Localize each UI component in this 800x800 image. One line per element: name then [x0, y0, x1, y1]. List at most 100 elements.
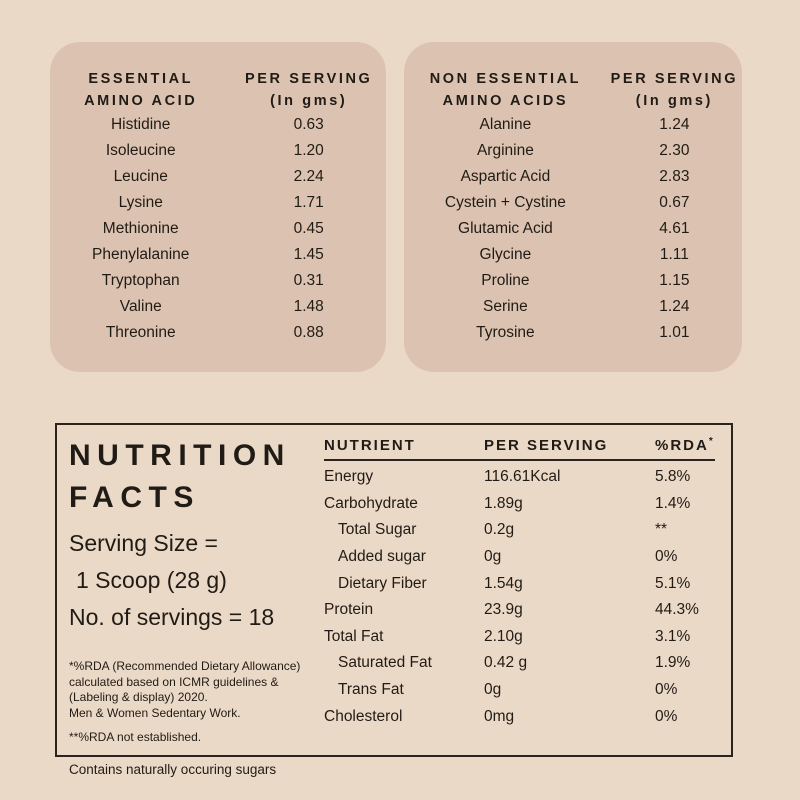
amino-acid-name: Threonine [105, 324, 176, 341]
amino-acid-value: 0.88 [293, 324, 324, 341]
table-row: Trans Fat 0g 0% [324, 677, 723, 704]
title-line1: NUTRITION [69, 439, 291, 472]
nutrient-column-header: NUTRIENT [324, 437, 416, 454]
per-serving-header-line2: (In gms) [635, 93, 713, 109]
rda-footnote: *%RDA (Recommended Dietary Allowance) ca… [69, 659, 325, 721]
amino-acid-name: Lysine [118, 194, 163, 211]
table-row: Tyrosine 1.01 [404, 320, 742, 346]
amino-acid-value: 1.15 [659, 272, 690, 289]
table-row: Energy 116.61Kcal 5.8% [324, 464, 723, 491]
table-row: Total Fat 2.10g 3.1% [324, 624, 723, 651]
nutrient-per-serving-value: 1.89g [484, 494, 523, 512]
table-row: Leucine 2.24 [50, 164, 386, 190]
nutrient-per-serving-value: 0g [484, 548, 502, 566]
essential-amino-acid-card: ESSENTIAL AMINO ACID PER SERVING (In gms… [50, 42, 386, 372]
footnote-line: calculated based on ICMR guidelines & [69, 674, 279, 689]
amino-acid-value: 1.45 [293, 246, 324, 263]
serving-size-value: 1 Scoop (28 g) [76, 567, 227, 593]
non-essential-header-name-column: NON ESSENTIAL AMINO ACIDS [404, 68, 607, 112]
nutrient-name: Dietary Fiber [338, 574, 427, 592]
table-row: Total Sugar 0.2g ** [324, 517, 723, 544]
nutrient-per-serving-value: 0.42 g [484, 654, 528, 672]
nutrient-table-rows: Energy 116.61Kcal 5.8% Carbohydrate 1.89… [324, 464, 723, 730]
nutrient-table: NUTRIENT PER SERVING %RDA* Energy 116.61… [324, 437, 723, 730]
table-row: Added sugar 0g 0% [324, 544, 723, 571]
essential-card-header: ESSENTIAL AMINO ACID PER SERVING (In gms… [50, 68, 386, 112]
rda-not-established-footnote: **%RDA not established. [69, 730, 202, 744]
amino-acid-value: 0.45 [293, 220, 324, 237]
nutrition-facts-title: NUTRITION FACTS [69, 435, 325, 519]
nutrient-per-serving-value: 2.10g [484, 627, 523, 645]
amino-acid-name: Alanine [479, 116, 532, 133]
nutrient-per-serving-value: 1.54g [484, 574, 523, 592]
amino-acid-value: 1.20 [293, 142, 324, 159]
footnote-line: Men & Women Sedentary Work. [69, 705, 241, 720]
table-row: Phenylalanine 1.45 [50, 242, 386, 268]
table-row: Isoleucine 1.20 [50, 138, 386, 164]
amino-acid-name: Tyrosine [476, 324, 535, 341]
amino-acid-name: Phenylalanine [92, 246, 190, 263]
nutrient-name: Energy [324, 468, 374, 486]
essential-header-line1: ESSENTIAL [88, 71, 194, 87]
amino-acid-value: 0.63 [293, 116, 324, 133]
amino-acid-name: Isoleucine [105, 142, 176, 159]
footnote-line: *%RDA (Recommended Dietary Allowance) [69, 659, 301, 673]
nutrient-rda-value: 1.4% [655, 494, 691, 512]
nutrient-name: Saturated Fat [338, 654, 432, 672]
per-serving-column-header: PER SERVING [484, 437, 609, 454]
nutrient-per-serving-value: 23.9g [484, 601, 523, 619]
nutrient-per-serving-value: 0g [484, 681, 502, 699]
table-row: Carbohydrate 1.89g 1.4% [324, 491, 723, 518]
nutrient-rda-value: 0% [655, 707, 678, 725]
nutrient-rda-value: 44.3% [655, 601, 699, 619]
per-serving-header-line1: PER SERVING [244, 71, 373, 87]
amino-acid-value: 2.30 [659, 142, 690, 159]
amino-acid-name: Serine [482, 298, 528, 315]
servings-count: No. of servings = 18 [69, 604, 275, 630]
per-serving-header-line1: PER SERVING [610, 71, 739, 87]
nutrient-per-serving-value: 116.61Kcal [484, 468, 561, 486]
amino-acid-name: Methionine [102, 220, 179, 237]
amino-acid-value: 1.01 [659, 324, 690, 341]
nutrient-name: Cholesterol [324, 707, 403, 725]
amino-acid-value: 0.31 [293, 272, 324, 289]
table-row: Histidine 0.63 [50, 112, 386, 138]
nutrient-rda-value: 3.1% [655, 627, 691, 645]
table-row: Valine 1.48 [50, 294, 386, 320]
amino-acid-name: Glutamic Acid [458, 220, 553, 237]
nutrient-rda-value: ** [655, 521, 668, 539]
table-row: Arginine 2.30 [404, 138, 742, 164]
serving-size-label: Serving Size = [69, 530, 218, 556]
nutrition-facts-panel: NUTRITION FACTS Serving Size = 1 Scoop (… [55, 423, 733, 777]
amino-acid-value: 1.24 [659, 298, 690, 315]
nutrient-name: Added sugar [338, 548, 426, 566]
non-essential-header-line1: NON ESSENTIAL [429, 71, 582, 87]
nutrient-name: Total Sugar [338, 521, 417, 539]
amino-acid-value: 1.71 [293, 194, 324, 211]
rda-header-text: %RDA [655, 437, 709, 454]
nutrient-table-header: NUTRIENT PER SERVING %RDA* [324, 436, 723, 455]
nutrient-rda-value: 1.9% [655, 654, 691, 672]
non-essential-amino-acids-card: NON ESSENTIAL AMINO ACIDS PER SERVING (I… [404, 42, 742, 372]
table-row: Alanine 1.24 [404, 112, 742, 138]
table-row: Dietary Fiber 1.54g 5.1% [324, 570, 723, 597]
non-essential-amino-rows: Alanine 1.24 Arginine 2.30 Aspartic Acid… [404, 112, 742, 346]
rda-asterisk: * [708, 436, 715, 447]
essential-header-value-column: PER SERVING (In gms) [231, 68, 386, 112]
title-line2: FACTS [69, 481, 200, 514]
table-row: Threonine 0.88 [50, 320, 386, 346]
table-row: Glutamic Acid 4.61 [404, 216, 742, 242]
header-divider-line [324, 459, 716, 461]
serving-info: Serving Size = 1 Scoop (28 g) No. of ser… [69, 525, 325, 636]
table-row: Glycine 1.11 [404, 242, 742, 268]
nutrition-facts-left-column: NUTRITION FACTS Serving Size = 1 Scoop (… [69, 435, 325, 777]
amino-acid-value: 1.24 [659, 116, 690, 133]
table-row: Proline 1.15 [404, 268, 742, 294]
nutrient-name: Trans Fat [338, 681, 404, 699]
table-row: Tryptophan 0.31 [50, 268, 386, 294]
essential-header-name-column: ESSENTIAL AMINO ACID [50, 68, 231, 112]
amino-acid-value: 0.67 [659, 194, 690, 211]
per-serving-header-line2: (In gms) [270, 93, 348, 109]
table-row: Protein 23.9g 44.3% [324, 597, 723, 624]
